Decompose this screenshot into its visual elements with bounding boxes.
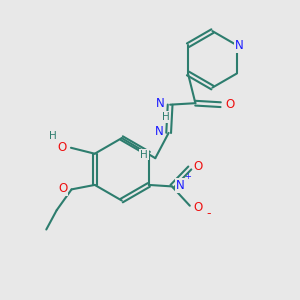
- Text: N: N: [156, 97, 165, 110]
- Text: O: O: [226, 98, 235, 111]
- Text: +: +: [184, 172, 191, 182]
- Text: -: -: [206, 207, 211, 220]
- Text: H: H: [140, 150, 148, 160]
- Text: N: N: [235, 39, 244, 52]
- Text: O: O: [57, 141, 67, 154]
- Text: N: N: [155, 125, 164, 138]
- Text: O: O: [194, 201, 203, 214]
- Text: O: O: [58, 182, 67, 195]
- Text: O: O: [194, 160, 203, 173]
- Text: H: H: [162, 112, 170, 122]
- Text: H: H: [49, 131, 56, 141]
- Text: N: N: [176, 179, 185, 192]
